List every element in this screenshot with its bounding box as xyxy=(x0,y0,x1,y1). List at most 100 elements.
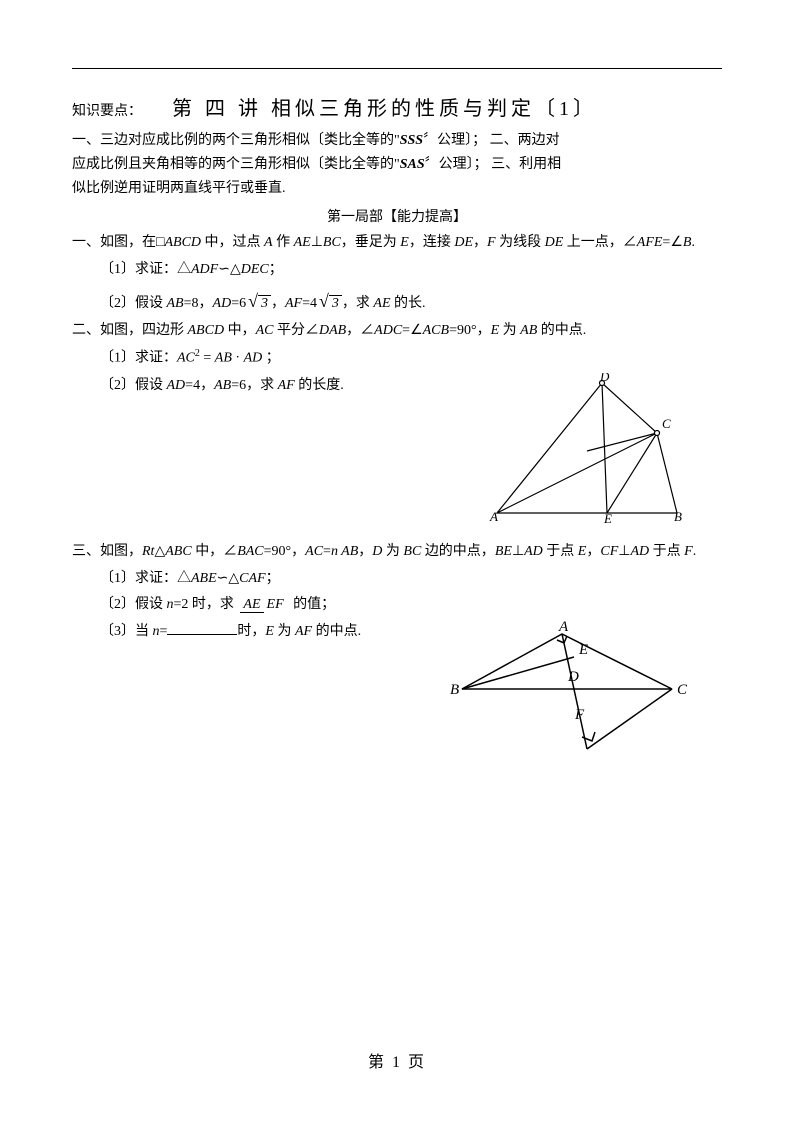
var: DE xyxy=(545,235,564,250)
p1-text: 为线段 xyxy=(496,235,545,250)
var: E xyxy=(400,235,409,250)
p3s3-text: 的中点. xyxy=(312,624,361,639)
var: AB xyxy=(215,351,232,366)
var: AD xyxy=(167,378,186,393)
p2-text: =90°， xyxy=(449,323,491,338)
var: n xyxy=(331,544,338,559)
header-row: 知识要点： 第 四 讲 相似三角形的性质与判定〔1〕 xyxy=(72,92,722,121)
p1s2-text: ， xyxy=(271,296,285,311)
var: n xyxy=(167,597,174,612)
p3s2-text: 〔2〕假设 xyxy=(100,597,167,612)
p2s2-text: 〔2〕假设 xyxy=(100,378,167,393)
problem-1-sub2: 〔2〕假设 AB=8，AD=6√3，AF=4√3，求 AE 的长. xyxy=(72,284,722,318)
p1s2-text: 〔2〕假设 xyxy=(100,296,167,311)
dot: · xyxy=(232,351,244,366)
var: BC xyxy=(323,235,341,250)
perp: ⊥ xyxy=(618,544,630,559)
p3s1-text: 〔1〕求证：△ xyxy=(100,571,191,586)
p3-text: ， xyxy=(358,544,372,559)
p3-text: 边的中点， xyxy=(421,544,495,559)
var: BC xyxy=(403,544,421,559)
label-C: C xyxy=(677,682,688,698)
p2-text: 二、如图，四边形 xyxy=(72,323,188,338)
diagram-1: A B C D E xyxy=(482,373,692,528)
label-A: A xyxy=(558,619,569,635)
var: AE xyxy=(373,296,390,311)
intro-line-3: 似比例逆用证明两直线平行或垂直. xyxy=(72,177,722,201)
intro-text: 〞公理〕； 二、两边对 xyxy=(423,133,560,148)
diagram-2: A B C D E F xyxy=(432,619,692,774)
problem-3-sub2: 〔2〕假设 n=2 时，求 AEEF 的值； xyxy=(72,592,722,619)
var: ABE xyxy=(191,571,217,586)
p2s1-text: 〔1〕求证： xyxy=(100,351,177,366)
var: E xyxy=(491,323,500,338)
intro-line-1: 一、三边对应成比例的两个三角形相似〔类比全等的"SSS〞公理〕； 二、两边对 xyxy=(72,129,722,153)
sqrt-icon: √3 xyxy=(319,284,342,318)
var: ADC xyxy=(374,323,402,338)
p3-text: =90°， xyxy=(264,544,306,559)
fraction: AEEF xyxy=(240,597,286,612)
top-rule xyxy=(72,68,722,69)
p1-text: ， xyxy=(473,235,487,250)
var: AD xyxy=(213,296,232,311)
var: CF xyxy=(600,544,618,559)
p2-text: ，∠ xyxy=(346,323,374,338)
var: DE xyxy=(454,235,473,250)
eq: = xyxy=(323,544,331,559)
p3-text: 于点 xyxy=(649,544,684,559)
intro-text: 〞公理〕； 三、利用相 xyxy=(425,157,562,172)
var: AD xyxy=(244,351,263,366)
var: E xyxy=(265,624,274,639)
page-footer: 第 1 页 xyxy=(0,1048,794,1072)
p1s1-text: 〔1〕求证：△ xyxy=(100,262,191,277)
var: BE xyxy=(495,544,512,559)
var: Rt xyxy=(142,544,154,559)
p3s3-text: 时， xyxy=(237,624,265,639)
p1-text: 上一点，∠ xyxy=(563,235,637,250)
perp: ⊥ xyxy=(512,544,524,559)
var: AF xyxy=(295,624,312,639)
problem-2: 二、如图，四边形 ABCD 中，AC 平分∠DAB，∠ADC=∠ACB=90°，… xyxy=(72,318,722,345)
intro-text: 一、三边对应成比例的两个三角形相似〔类比全等的" xyxy=(72,133,400,148)
label-B: B xyxy=(450,682,459,698)
p2-text: 平分∠ xyxy=(273,323,319,338)
p2-text: 为 xyxy=(499,323,520,338)
p1-text: . xyxy=(691,235,695,250)
p3-text: 为 xyxy=(382,544,403,559)
perp: ⊥ xyxy=(311,235,323,250)
p2s2-text: =6，求 xyxy=(231,378,277,393)
p2-text: 的中点. xyxy=(537,323,586,338)
p3-text: 三、如图， xyxy=(72,544,142,559)
var: ABCD xyxy=(164,235,201,250)
p2-text: =∠ xyxy=(402,323,422,338)
sim: ∽△ xyxy=(218,262,241,277)
var: F xyxy=(487,235,496,250)
p1s2-text: =6 xyxy=(231,296,246,311)
var: AB xyxy=(520,323,537,338)
sqrt-icon: √3 xyxy=(248,284,271,318)
label-D: D xyxy=(599,373,610,384)
intro-text: 应成比例且夹角相等的两个三角形相似〔类比全等的" xyxy=(72,157,400,172)
p3s3-text: 为 xyxy=(274,624,295,639)
label-D: D xyxy=(567,669,579,685)
p1-text: ，连接 xyxy=(409,235,455,250)
p1-text: =∠ xyxy=(662,235,682,250)
var: AC xyxy=(177,351,195,366)
p2s2-text: 的长度. xyxy=(295,378,344,393)
p1-text: 作 xyxy=(273,235,294,250)
p2s2-text: =4， xyxy=(185,378,214,393)
sas-text: SAS xyxy=(400,157,425,172)
p2s1-text: ； xyxy=(262,351,280,366)
var: AE xyxy=(294,235,311,250)
problem-3: 三、如图，Rt△ABC 中，∠BAC=90°，AC=n AB，D 为 BC 边的… xyxy=(72,539,722,566)
label-F: F xyxy=(574,707,585,723)
p1s2-text: ，求 xyxy=(342,296,374,311)
p1s1-text: ； xyxy=(269,262,283,277)
p3s3-text: 〔3〕当 xyxy=(100,624,153,639)
p3s2-text: =2 时，求 xyxy=(174,597,238,612)
var: CAF xyxy=(239,571,265,586)
eq: = xyxy=(200,351,215,366)
label-E: E xyxy=(603,511,612,523)
problem-3-sub1: 〔1〕求证：△ABE∽△CAF； xyxy=(72,566,722,593)
p2-text: 中， xyxy=(224,323,256,338)
